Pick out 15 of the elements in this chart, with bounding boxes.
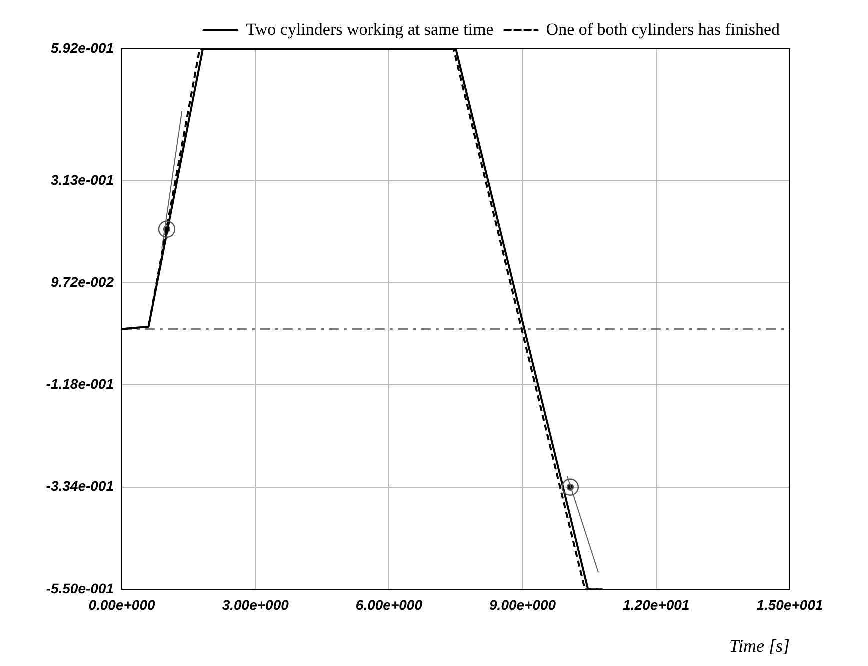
y-tick-label: 3.13e-001 (50, 172, 114, 188)
x-tick-label: 6.00e+000 (356, 596, 423, 613)
y-tick-label: -5.50e-001 (46, 580, 114, 596)
y-tick-label: 9.72e-002 (50, 274, 114, 290)
x-tick-label: 0.00e+000 (88, 596, 156, 613)
x-tick-label: 1.20e+001 (623, 596, 690, 613)
x-tick-label: 3.00e+000 (222, 596, 290, 613)
x-axis-title: Time [s] (729, 636, 790, 656)
y-tick-label: -1.18e-001 (46, 376, 114, 392)
y-tick-label: 5.92e-001 (50, 40, 114, 56)
y-tick-label: -3.34e-001 (46, 478, 114, 494)
x-tick-label: 1.50e+001 (756, 596, 824, 613)
legend-label: Two cylinders working at same time (246, 20, 494, 39)
legend-label: One of both cylinders has finished (546, 20, 780, 39)
x-tick-label: 9.00e+000 (490, 596, 556, 613)
